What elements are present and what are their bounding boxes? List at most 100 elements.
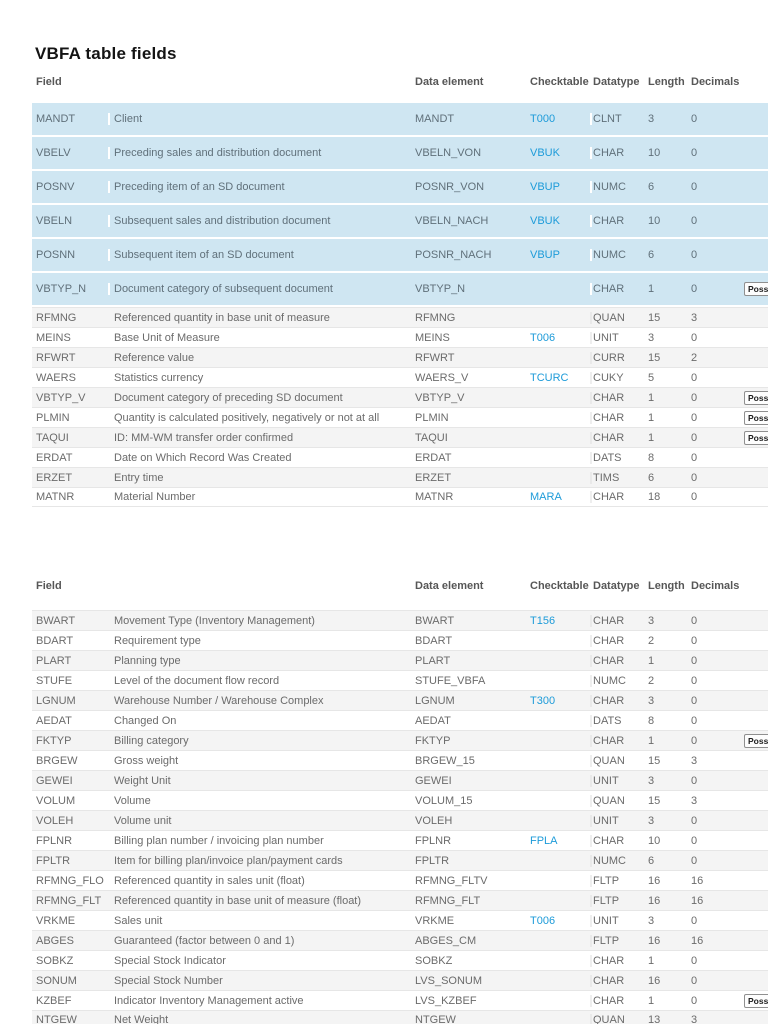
field-description: Billing category — [114, 734, 189, 747]
field-description: Item for billing plan/invoice plan/payme… — [114, 854, 343, 867]
length: 1 — [648, 994, 655, 1007]
field-code: MATNR — [36, 491, 75, 503]
checktable-link[interactable]: FPLA — [530, 834, 558, 847]
field-description: Gross weight — [114, 754, 179, 767]
data-element: RFWRT — [415, 351, 455, 364]
table-header-row: Field Data element Checktable Datatype L… — [32, 74, 768, 90]
possible-entries-button[interactable]: Poss — [744, 390, 768, 405]
fields-table-2: Field Data element Checktable Datatype L… — [32, 578, 768, 1024]
field-code: POSNV — [36, 181, 75, 193]
checktable-link[interactable]: VBUP — [530, 181, 560, 193]
decimals: 0 — [691, 674, 698, 687]
field-code: VBTYP_N — [36, 283, 87, 295]
table-row: KZBEF Indicator Inventory Management acti… — [32, 990, 768, 1010]
checktable-link[interactable]: VBUK — [530, 215, 560, 227]
data-element: MANDT — [415, 113, 455, 125]
field-description: Level of the document flow record — [114, 674, 280, 687]
checktable-cell: T156 — [530, 615, 590, 627]
possible-entries-button[interactable]: Poss — [744, 430, 768, 445]
field-code: SONUM — [36, 974, 77, 987]
possible-entries-button[interactable]: Poss — [744, 993, 768, 1008]
decimals: 0 — [691, 371, 698, 384]
checktable-link[interactable]: T000 — [530, 113, 556, 125]
checktable-link[interactable]: T300 — [530, 694, 556, 707]
table-header-row: Field Data element Checktable Datatype L… — [32, 578, 768, 594]
checktable-link[interactable]: MARA — [530, 491, 562, 503]
checktable-link[interactable]: VBUP — [530, 249, 560, 261]
decimals: 0 — [691, 654, 698, 667]
field-code: VOLUM — [36, 794, 76, 807]
field-code: PLMIN — [36, 411, 70, 424]
checktable-link[interactable]: TCURC — [530, 371, 569, 384]
possible-entries-button[interactable]: Poss — [744, 410, 768, 425]
field-description: Statistics currency — [114, 371, 204, 384]
data-element: POSNR_VON — [415, 181, 485, 193]
field-description: Planning type — [114, 654, 181, 667]
field-description: Indicator Inventory Management active — [114, 994, 304, 1007]
field-description: Requirement type — [114, 634, 201, 647]
field-code: ERDAT — [36, 451, 73, 464]
datatype: CLNT — [590, 113, 648, 125]
data-element: FKTYP — [415, 734, 451, 747]
table-row: MEINS Base Unit of Measure MEINS T006 UNIT 3 0 — [32, 327, 768, 347]
length: 18 — [648, 491, 661, 503]
field-code: VBTYP_V — [36, 391, 86, 404]
decimals: 0 — [691, 634, 698, 647]
length: 3 — [648, 774, 655, 787]
column-header-checktable: Checktable — [530, 580, 589, 592]
data-element: LVS_SONUM — [415, 974, 483, 987]
datatype: NUMC — [590, 854, 648, 867]
field-code: ABGES — [36, 934, 74, 947]
table-row: NTGEW Net Weight NTGEW QUAN 13 3 — [32, 1010, 768, 1024]
field-code: VBELN — [36, 215, 73, 227]
field-code: VBELV — [36, 147, 71, 159]
data-element: TAQUI — [415, 431, 448, 444]
field-description: Referenced quantity in base unit of meas… — [114, 894, 362, 907]
table-row: TAQUI ID: MM-WM transfer order confirmed T… — [32, 427, 768, 447]
checktable-link[interactable]: T156 — [530, 614, 556, 627]
table-row: ERZET Entry time ERZET TIMS 6 0 — [32, 467, 768, 487]
possible-entries-button[interactable]: Poss — [744, 282, 768, 296]
length: 3 — [648, 113, 655, 125]
datatype: FLTP — [590, 874, 648, 887]
field-code: BRGEW — [36, 754, 78, 767]
possible-entries-cell: Poss — [744, 430, 768, 445]
possible-entries-cell: Poss — [744, 410, 768, 425]
length: 10 — [648, 147, 661, 159]
data-element: RFMNG_FLT — [415, 894, 481, 907]
datatype: UNIT — [590, 774, 648, 787]
length: 5 — [648, 371, 655, 384]
length: 15 — [648, 351, 661, 364]
datatype: CHAR — [590, 954, 648, 967]
length: 1 — [648, 391, 655, 404]
decimals: 0 — [691, 283, 698, 295]
field-description: Material Number — [114, 491, 196, 503]
field-code: FPLNR — [36, 834, 73, 847]
field-description: Weight Unit — [114, 774, 171, 787]
data-element: STUFE_VBFA — [415, 674, 486, 687]
data-element: LGNUM — [415, 694, 455, 707]
decimals: 0 — [691, 714, 698, 727]
data-element: VRKME — [415, 914, 455, 927]
datatype: QUAN — [590, 794, 648, 807]
checktable-link[interactable]: T006 — [530, 331, 556, 344]
table-row: RFWRT Reference value RFWRT CURR 15 2 — [32, 347, 768, 367]
data-element: VBTYP_N — [415, 283, 466, 295]
datatype: UNIT — [590, 914, 648, 927]
datatype: QUAN — [590, 754, 648, 767]
decimals: 0 — [691, 181, 698, 193]
data-element: ABGES_CM — [415, 934, 477, 947]
possible-entries-button[interactable]: Poss — [744, 733, 768, 748]
checktable-link[interactable]: T006 — [530, 914, 556, 927]
decimals: 0 — [691, 734, 698, 747]
column-header-length: Length — [648, 580, 685, 592]
field-code: ERZET — [36, 471, 73, 484]
length: 1 — [648, 954, 655, 967]
field-code: MANDT — [36, 113, 76, 125]
checktable-link[interactable]: VBUK — [530, 147, 560, 159]
datatype: CHAR — [590, 994, 648, 1007]
decimals: 0 — [691, 694, 698, 707]
decimals: 0 — [691, 614, 698, 627]
data-element: VBELN_NACH — [415, 215, 489, 227]
